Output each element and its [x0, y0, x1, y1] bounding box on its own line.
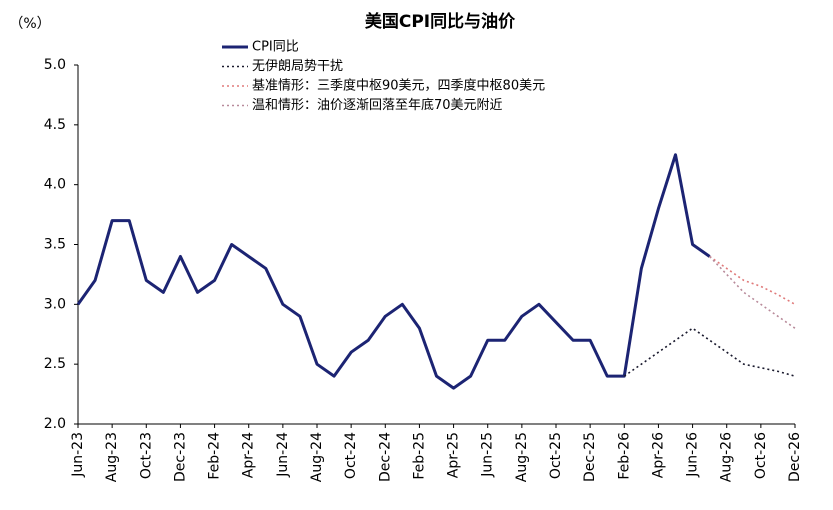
x-tick-label: Feb-26	[616, 432, 632, 480]
x-tick-label: Aug-26	[719, 432, 735, 482]
y-unit-label: （%）	[9, 16, 50, 32]
x-tick-label: Oct-26	[753, 432, 769, 479]
x-tick-label: Aug-23	[104, 432, 120, 482]
x-tick-label: Jun-26	[685, 432, 701, 478]
series-line	[623, 327, 796, 377]
y-tick-label: 5.0	[44, 57, 66, 73]
y-tick-label: 2.0	[44, 416, 66, 432]
x-tick-label: Oct-25	[548, 432, 564, 479]
y-tick-label: 2.5	[44, 356, 66, 372]
x-tick-label: Apr-25	[446, 432, 462, 478]
x-tick-label: Apr-26	[650, 432, 666, 478]
x-tick-label: Oct-23	[138, 432, 154, 479]
series-line	[709, 255, 796, 306]
legend-label: 温和情形：油价逐渐回落至年底70美元附近	[252, 97, 503, 113]
x-tick-label: Jun-25	[480, 432, 496, 478]
y-tick-label: 3.0	[44, 296, 66, 312]
y-tick-label: 4.5	[44, 117, 66, 133]
series-line	[709, 255, 796, 329]
x-tick-label: Aug-25	[514, 432, 530, 482]
x-tick-label: Oct-24	[343, 432, 359, 479]
x-tick-label: Dec-26	[787, 432, 803, 482]
x-tick-label: Dec-24	[377, 432, 393, 482]
x-tick-label: Dec-25	[582, 432, 598, 482]
legend-label: 无伊朗局势干扰	[252, 58, 343, 74]
x-tick-label: Jun-24	[275, 432, 291, 478]
legend-label: CPI同比	[252, 40, 299, 55]
x-tick-label: Dec-23	[172, 432, 188, 482]
chart-title: 美国CPI同比与油价	[365, 11, 516, 32]
x-tick-label: Aug-24	[309, 432, 325, 482]
x-tick-label: Jun-23	[70, 432, 86, 478]
x-tick-label: Apr-24	[241, 432, 257, 478]
series-line	[76, 153, 711, 390]
x-tick-label: Feb-24	[207, 432, 223, 480]
y-tick-label: 3.5	[44, 237, 66, 253]
legend-label: 基准情形：三季度中枢90美元，四季度中枢80美元	[252, 78, 545, 94]
x-tick-label: Feb-25	[411, 432, 427, 480]
y-tick-label: 4.0	[44, 177, 66, 193]
